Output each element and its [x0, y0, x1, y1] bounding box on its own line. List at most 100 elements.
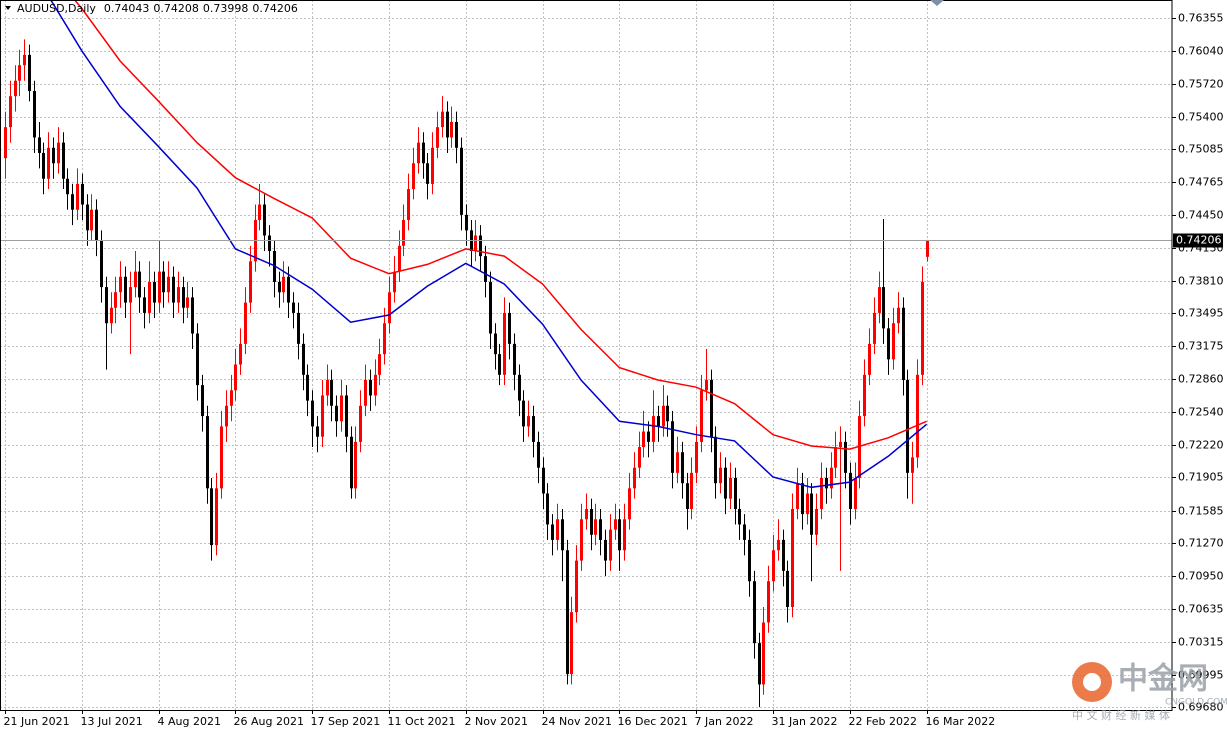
candle-body [844, 441, 847, 473]
candle-body [369, 379, 372, 396]
candle-body [33, 91, 36, 138]
watermark-slogan: 中 文 财 经 新 媒 体 [1072, 708, 1170, 722]
candle-body [810, 493, 813, 535]
candle-body [921, 281, 924, 375]
candle-body [393, 271, 396, 293]
candle-body [916, 374, 919, 458]
candle-body [282, 276, 285, 293]
candle-body [28, 54, 31, 92]
candle-body [90, 209, 93, 231]
candle-body [887, 328, 890, 360]
candle-body [618, 519, 621, 551]
x-tick-label: 16 Dec 2021 [618, 715, 688, 728]
menu-arrow[interactable] [5, 6, 11, 10]
y-tick-label: 0.74765 [1178, 176, 1224, 189]
candle-body [177, 287, 180, 303]
candle-body [364, 379, 367, 406]
candle-body [801, 483, 804, 515]
candle-body [758, 643, 761, 685]
y-tick-label: 0.73175 [1178, 340, 1224, 353]
y-tick-label: 0.72860 [1178, 373, 1224, 386]
candle-body [431, 147, 434, 184]
plot-border [0, 0, 1173, 711]
candle-body [681, 452, 684, 484]
x-tick-label: 21 Jun 2021 [4, 715, 70, 728]
y-tick-label: 0.70315 [1178, 636, 1224, 649]
candle-body [306, 374, 309, 401]
candle-body [220, 426, 223, 489]
candle-body [4, 127, 7, 159]
candle-body [465, 214, 468, 231]
y-tick-label: 0.71585 [1178, 505, 1224, 518]
candle-body [114, 292, 117, 308]
candle-body [258, 204, 261, 221]
candle-body [417, 142, 420, 164]
x-tick-label: 11 Oct 2021 [388, 715, 456, 728]
y-tick-label: 0.69995 [1178, 669, 1224, 682]
candle-body [311, 400, 314, 427]
candle-body [902, 307, 905, 380]
candle-body [455, 121, 458, 148]
candle-body [302, 343, 305, 375]
candle-body [834, 447, 837, 468]
watermark-site: CNGOLD.COM [1165, 698, 1227, 708]
candle-body [57, 142, 60, 164]
candle-body [186, 297, 189, 308]
candle-body [873, 312, 876, 344]
candle-body [657, 416, 660, 427]
candle-body [926, 240, 929, 257]
x-tick-label: 4 Aug 2021 [158, 715, 221, 728]
moving-average-line [49, 0, 928, 489]
candle-body [638, 447, 641, 468]
candle-body [450, 121, 453, 138]
candle-body [830, 467, 833, 489]
candle-body [714, 436, 717, 484]
candle-body [249, 261, 252, 303]
candle-body [748, 539, 751, 582]
open: 0.74043 [104, 2, 150, 15]
close: 0.74206 [252, 2, 298, 15]
candle-body [105, 287, 108, 324]
watermark-logo-inner [1083, 673, 1101, 691]
candle-body [522, 400, 525, 427]
candle-body [561, 519, 564, 551]
candle-body [897, 307, 900, 324]
candle-body [95, 209, 98, 241]
candle-body [278, 281, 281, 293]
candle-body [508, 312, 511, 344]
candle-body [858, 416, 861, 479]
shift-marker[interactable] [930, 0, 944, 6]
candle-body [359, 405, 362, 442]
candle-body [782, 539, 785, 571]
candle-body [143, 297, 146, 313]
candle-body [527, 416, 530, 427]
candle-body [196, 333, 199, 386]
candle-body [570, 612, 573, 675]
y-tick-label: 0.72540 [1178, 406, 1224, 419]
candle-body [378, 354, 381, 375]
candle-body [263, 204, 266, 236]
axes: 0.76355 0.76040 0.75720 0.75400 0.75085 0.747… [4, 12, 1224, 729]
y-tick-label: 0.74450 [1178, 209, 1224, 222]
price-label-bg [1173, 233, 1223, 248]
candle-body [825, 478, 828, 489]
candle-body [345, 395, 348, 437]
plot [0, 0, 1172, 708]
y-tick-label: 0.72220 [1178, 439, 1224, 452]
candle-body [426, 163, 429, 184]
candle-body [119, 276, 122, 293]
candle-body [422, 142, 425, 164]
candle-body [734, 478, 737, 509]
candle-body [110, 307, 113, 324]
candle-body [724, 467, 727, 499]
candle-body [225, 405, 228, 427]
candle-body [388, 292, 391, 324]
candle-body [436, 127, 439, 148]
candle-body [729, 478, 732, 499]
y-tick-label: 0.73495 [1178, 307, 1224, 320]
x-tick-label: 17 Sep 2021 [311, 715, 381, 728]
candle-body [580, 519, 583, 561]
candle-body [863, 374, 866, 417]
candle-body [815, 508, 818, 535]
